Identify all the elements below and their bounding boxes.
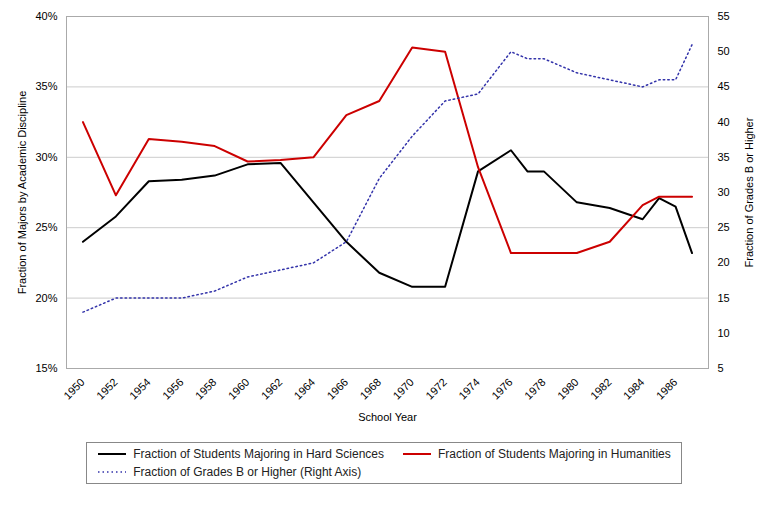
svg-text:20: 20: [718, 256, 730, 268]
svg-text:1968: 1968: [357, 376, 383, 402]
html-text:Fraction of Students Majoring: Fraction of Students Majoring in Hard Sc…: [133, 447, 384, 461]
svg-text:1970: 1970: [390, 376, 416, 402]
svg-text:1978: 1978: [522, 376, 548, 402]
svg-text:1950: 1950: [61, 376, 87, 402]
svg-text:15%: 15%: [35, 362, 57, 374]
svg-text:45: 45: [718, 80, 730, 92]
svg-text:50: 50: [718, 45, 730, 57]
svg-text:Fraction of Grades B or Higher: Fraction of Grades B or Higher: [743, 117, 755, 267]
html-text:Fraction of Grades B or Higher: Fraction of Grades B or Higher (Right Ax…: [133, 465, 362, 479]
svg-text:40%: 40%: [35, 10, 57, 22]
svg-text:20%: 20%: [35, 292, 57, 304]
svg-text:5: 5: [718, 362, 724, 374]
svg-text:1956: 1956: [160, 376, 186, 402]
svg-text:1976: 1976: [489, 376, 515, 402]
svg-text:1960: 1960: [226, 376, 252, 402]
svg-text:25: 25: [718, 221, 730, 233]
svg-text:1966: 1966: [324, 376, 350, 402]
svg-text:School Year: School Year: [358, 411, 417, 423]
svg-text:1964: 1964: [292, 376, 318, 402]
svg-text:30%: 30%: [35, 151, 57, 163]
svg-text:10: 10: [718, 327, 730, 339]
svg-text:1972: 1972: [423, 376, 449, 402]
svg-text:1974: 1974: [456, 376, 482, 402]
svg-text:25%: 25%: [35, 221, 57, 233]
svg-text:40: 40: [718, 116, 730, 128]
svg-text:1980: 1980: [555, 376, 581, 402]
svg-text:35%: 35%: [35, 80, 57, 92]
svg-text:1984: 1984: [621, 376, 647, 402]
svg-text:1952: 1952: [94, 376, 120, 402]
svg-text:55: 55: [718, 10, 730, 22]
svg-text:30: 30: [718, 186, 730, 198]
svg-text:1958: 1958: [193, 376, 219, 402]
svg-text:1954: 1954: [127, 376, 153, 402]
svg-text:35: 35: [718, 151, 730, 163]
html-text:Fraction of Students Majoring: Fraction of Students Majoring in Humanit…: [438, 447, 671, 461]
svg-text:1982: 1982: [588, 376, 614, 402]
svg-text:1986: 1986: [654, 376, 680, 402]
svg-text:Fraction of Majors by Academic: Fraction of Majors by Academic Disciplin…: [16, 91, 28, 295]
svg-text:15: 15: [718, 292, 730, 304]
svg-text:1962: 1962: [259, 376, 285, 402]
